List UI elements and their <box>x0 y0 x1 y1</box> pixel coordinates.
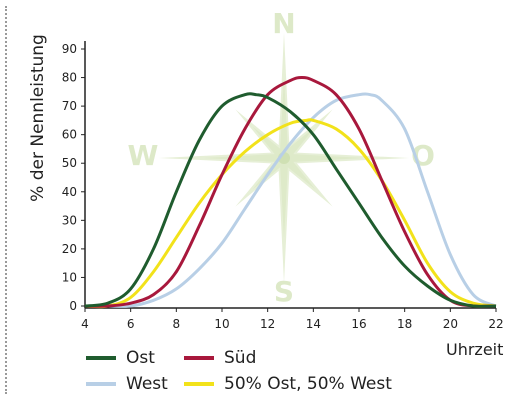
dotted-border <box>5 6 7 394</box>
x-tick-label: 6 <box>127 317 135 331</box>
legend-swatch-west <box>86 382 116 386</box>
x-tick-label: 14 <box>306 317 321 331</box>
compass-letter-north: N <box>272 7 295 40</box>
y-tick-label: 40 <box>62 185 77 199</box>
compass-letter-west: W <box>128 139 159 172</box>
legend-item-sued: Süd <box>184 348 256 368</box>
y-axis-label: % der Nennleistung <box>28 34 48 202</box>
legend-label-sued: Süd <box>224 348 257 368</box>
legend-label-ost: Ost <box>126 348 155 368</box>
legend-item-ost: Ost <box>86 348 155 368</box>
y-tick-label: 20 <box>62 242 77 256</box>
y-tick-label: 80 <box>62 71 77 85</box>
legend-swatch-ost <box>86 356 116 360</box>
x-tick-label: 4 <box>81 317 89 331</box>
chart-ticks: 0 10 20 30 40 50 60 70 80 90 4 6 8 10 12 14 16 18 20 22 <box>62 42 504 331</box>
compass-letter-south: S <box>274 275 294 308</box>
x-tick-label: 8 <box>173 317 181 331</box>
x-tick-label: 18 <box>397 317 412 331</box>
x-tick-label: 20 <box>443 317 458 331</box>
y-tick-label: 50 <box>62 156 77 170</box>
legend-swatch-mixed <box>184 382 214 386</box>
y-tick-label: 60 <box>62 128 77 142</box>
x-tick-label: 22 <box>488 317 503 331</box>
x-tick-label: 10 <box>214 317 229 331</box>
legend-label-mixed: 50% Ost, 50% West <box>224 374 392 394</box>
x-tick-label: 16 <box>351 317 366 331</box>
y-tick-label: 10 <box>62 270 77 284</box>
y-tick-label: 70 <box>62 99 77 113</box>
x-tick-label: 12 <box>260 317 275 331</box>
series-line-ost <box>84 92 497 308</box>
series-line-sued <box>84 76 497 308</box>
chart-axes <box>84 41 496 309</box>
legend-label-west: West <box>126 374 168 394</box>
legend-item-west: West <box>86 374 168 394</box>
chart-series <box>84 76 497 309</box>
y-tick-label: 0 <box>69 299 77 313</box>
legend-item-mixed: 50% Ost, 50% West <box>184 374 392 394</box>
x-axis-label: Uhrzeit <box>446 340 504 359</box>
legend-swatch-sued <box>184 356 214 360</box>
y-tick-label: 90 <box>62 42 77 56</box>
y-tick-label: 30 <box>62 213 77 227</box>
